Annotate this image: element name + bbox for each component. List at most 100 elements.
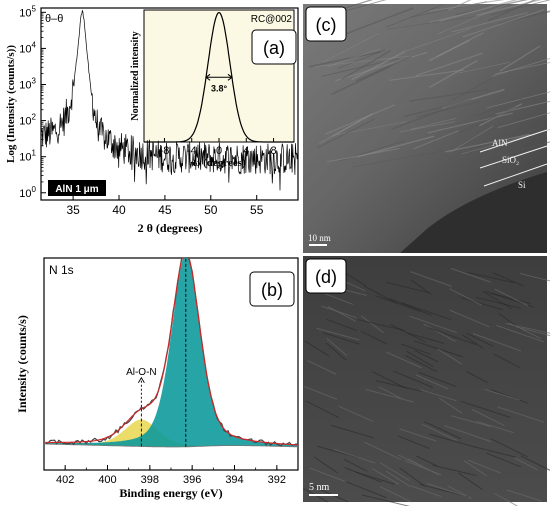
xps-y-label: Intensity (counts/s) [15, 315, 29, 413]
xrd-series-line [41, 9, 298, 191]
lattice-fringe [330, 424, 374, 439]
xps-x-tick-label: 396 [183, 474, 201, 486]
corner-label-theta: θ–θ [45, 13, 63, 25]
inset-x-tick-label: -8 [160, 145, 170, 157]
lattice-fringe [358, 319, 405, 331]
tem-image-d: 5 nm (d) [303, 256, 550, 506]
layer-label-sio2: SiO₂ [502, 155, 519, 165]
xrd-x-tick-label: 40 [112, 203, 126, 217]
xps-x-tick-label: 400 [98, 474, 116, 486]
lattice-streak [322, 32, 380, 63]
lattice-fringe [304, 340, 330, 357]
lattice-streak [437, 4, 507, 35]
lattice-fringe [378, 386, 402, 399]
lattice-fringe [476, 421, 514, 434]
lattice-streak [436, 32, 484, 58]
lattice-fringe [379, 486, 412, 503]
lattice-streak [428, 0, 505, 12]
lattice-fringe [519, 273, 550, 282]
xps-axes: 402 400 398 396 394 392 [56, 465, 286, 486]
lattice-streak [340, 7, 414, 37]
xrd-y-tick-label: 102 [19, 113, 36, 128]
lattice-fringe [494, 492, 519, 506]
xrd-y-tick-label: 103 [19, 77, 36, 92]
lattice-streak [409, 88, 489, 102]
lattice-fringe [406, 350, 434, 368]
lattice-streak [387, 16, 474, 30]
xrd-y-tick-label: 104 [19, 40, 36, 55]
lattice-fringe [405, 355, 438, 373]
lattice-fringe [360, 315, 385, 334]
lattice-streak [448, 0, 472, 11]
inset-title: RC@002 [251, 14, 293, 25]
lattice-streak [476, 0, 542, 17]
lattice-fringe [399, 428, 437, 442]
lattice-fringe [390, 323, 427, 343]
fwhm-label: 3.8° [211, 83, 228, 93]
lattice-fringe [449, 288, 482, 306]
lattice-streak [449, 125, 494, 153]
xps-plot-area: Al-NAl-O-N [45, 258, 298, 448]
lattice-fringe [463, 460, 487, 477]
lattice-fringe [338, 405, 374, 422]
lattice-streak [410, 117, 457, 130]
lattice-fringe [467, 272, 515, 284]
lattice-streak [451, 77, 494, 102]
lattice-fringe [333, 448, 376, 464]
lattice-fringe [371, 467, 400, 485]
lattice-fringe [380, 462, 410, 482]
lattice-fringe [467, 459, 501, 474]
lattice-fringe [427, 326, 477, 346]
xrd-y-tick-label: 100 [19, 185, 36, 200]
lattice-fringe [385, 470, 411, 487]
xps-x-tick-label: 402 [56, 474, 74, 486]
panel-b: Al-NAl-O-N 402 400 398 396 394 392 N 1s Bindi… [15, 257, 299, 500]
corner-label-n1s: N 1s [49, 263, 74, 277]
lattice-fringe [407, 332, 445, 344]
tem-image-c: AlN SiO₂ Si 10 nm (c) [303, 0, 550, 253]
lattice-streak [389, 69, 464, 81]
lattice-fringe [415, 455, 438, 467]
lattice-fringe [309, 467, 345, 482]
lattice-streak [318, 114, 371, 144]
lattice-fringe [471, 409, 505, 426]
lattice-streak [501, 141, 550, 156]
lattice-fringe [432, 464, 477, 476]
lattice-streak [499, 45, 541, 72]
scalebar-d-label: 5 nm [309, 482, 330, 493]
lattice-fringe [496, 324, 545, 343]
lattice-fringe [364, 441, 402, 461]
lattice-fringe [323, 332, 360, 345]
lattice-fringe [344, 467, 382, 483]
fwhm-arrowhead-left [205, 73, 211, 81]
lattice-fringe [375, 380, 423, 392]
lattice-fringe [514, 457, 538, 471]
xrd-x-label: 2 θ (degrees) [138, 221, 203, 235]
layer-label-si: Si [518, 180, 526, 190]
lattice-fringe [419, 388, 457, 402]
inset-x-label: ω (degrees) [192, 157, 246, 169]
lattice-fringe [325, 293, 354, 305]
lattice-fringe [426, 483, 468, 497]
lattice-fringe [360, 330, 388, 345]
lattice-fringe [407, 458, 439, 476]
lattice-fringe [385, 281, 429, 294]
lattice-fringe [316, 327, 360, 341]
lattice-streak [473, 95, 538, 117]
lattice-streak [338, 0, 387, 14]
lattice-fringe [325, 342, 347, 361]
lattice-fringe [466, 371, 488, 384]
lattice-streak [429, 6, 493, 23]
lattice-streak [352, 150, 442, 168]
lattice-fringe [393, 370, 434, 389]
peak-label: Al-O-N [126, 367, 157, 378]
lattice-fringe [490, 389, 529, 404]
lattice-fringe [491, 292, 531, 305]
lattice-streak [416, 100, 482, 118]
lattice-streak [402, 28, 472, 53]
lattice-fringe [305, 400, 340, 419]
xrd-y-label: Log (Intensity (counts/s)) [5, 45, 17, 163]
sample-label: AlN 1 μm [55, 184, 98, 195]
lattice-streak [486, 91, 550, 109]
lattice-streak [341, 50, 392, 80]
